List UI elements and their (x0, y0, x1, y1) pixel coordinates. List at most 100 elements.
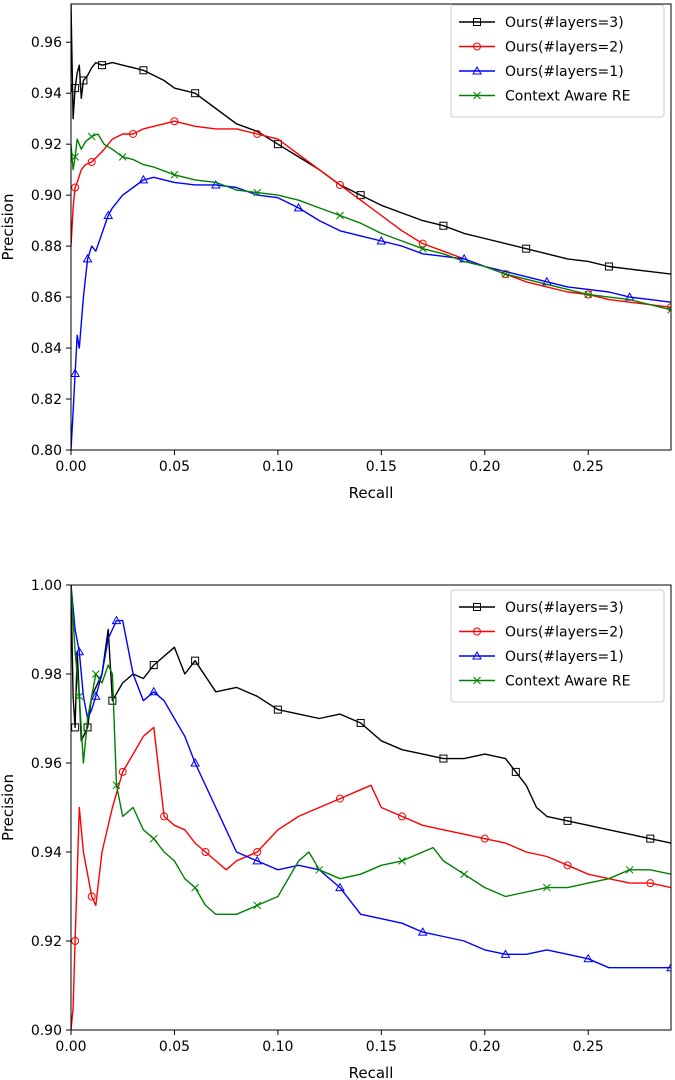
legend-marker (472, 650, 482, 660)
data-point (160, 812, 169, 821)
y-tick-label: 0.96 (31, 35, 62, 51)
x-tick-label: 0.10 (262, 459, 293, 475)
legend-label: Ours(#layers=3) (505, 15, 624, 31)
legend-label: Context Aware RE (505, 674, 630, 690)
data-point (71, 84, 80, 93)
chart-bottom: 0.00 0.05 0.10 0.15 0.20 0.25 0.90 0.92 0.94 0.96… (0, 578, 672, 1080)
x-tick-label: 0.00 (55, 1039, 86, 1055)
y-tick-label: 0.86 (31, 290, 62, 306)
x-tick-label: 0.20 (469, 459, 500, 475)
legend-marker (473, 18, 481, 26)
data-point (170, 170, 179, 179)
data-point (111, 615, 122, 625)
data-point (252, 855, 263, 865)
data-point (191, 89, 200, 98)
data-point (71, 183, 80, 192)
data-point (563, 816, 572, 825)
data-point (149, 834, 158, 843)
data-point (149, 661, 158, 670)
legend: Ours(#layers=3) Ours(#layers=2) Ours(#laye… (450, 4, 665, 118)
data-point (71, 723, 80, 732)
legend-label: Ours(#layers=3) (505, 600, 624, 616)
data-point (625, 865, 634, 874)
axes-frame (70, 3, 672, 451)
data-point (335, 794, 344, 803)
data-point (480, 834, 489, 843)
data-point (501, 270, 510, 279)
data-point (112, 781, 121, 790)
y-tick-label: 0.94 (31, 845, 62, 861)
data-point (418, 244, 427, 253)
series-line-2 (71, 176, 671, 450)
data-point (71, 153, 79, 161)
x-tick-label: 0.05 (159, 459, 190, 475)
y-tick-label: 1.00 (31, 578, 62, 594)
x-axis-label: Recall (349, 484, 394, 502)
chart-top: 0.00 0.05 0.10 0.15 0.20 0.25 0.80 0.82 0.84 0.86… (0, 3, 672, 502)
y-axis-label: Precision (0, 194, 17, 261)
data-point (71, 937, 80, 945)
x-tick-label: 0.00 (55, 459, 86, 475)
y-tick-label: 0.84 (31, 341, 62, 357)
data-point (118, 767, 127, 776)
data-point (190, 757, 200, 767)
data-point (129, 129, 138, 138)
data-point (439, 754, 448, 763)
series-line-1 (71, 726, 671, 1030)
legend-marker (473, 676, 481, 685)
data-point (253, 848, 262, 856)
y-tick-label: 0.88 (31, 239, 62, 255)
data-point (604, 262, 613, 271)
data-point (87, 892, 96, 901)
data-point (74, 646, 85, 656)
y-tick-label: 0.92 (31, 137, 62, 153)
data-point (253, 129, 262, 138)
data-point (253, 901, 262, 910)
x-tick-label: 0.15 (366, 459, 397, 475)
data-point (87, 132, 96, 141)
data-point (139, 66, 148, 75)
data-point (75, 692, 84, 701)
data-point (98, 61, 107, 70)
x-tick-label: 0.25 (573, 459, 604, 475)
legend-label: Context Aware RE (505, 89, 630, 105)
data-point (103, 210, 114, 220)
data-point (90, 691, 101, 700)
data-point (646, 879, 655, 888)
legend-box (450, 589, 665, 703)
y-tick-label: 0.82 (31, 392, 62, 408)
data-point (584, 290, 593, 299)
data-point (82, 253, 93, 263)
y-tick-label: 0.96 (31, 756, 62, 772)
x-tick-label: 0.15 (366, 1039, 397, 1055)
data-point (501, 270, 510, 279)
data-point (253, 188, 262, 197)
data-point (148, 686, 159, 696)
series-line-2 (71, 585, 671, 969)
legend-marker (472, 65, 482, 75)
x-tick-label: 0.25 (573, 1039, 604, 1055)
data-point (138, 174, 149, 184)
legend-marker (473, 91, 481, 100)
y-tick-label: 0.92 (31, 934, 62, 950)
plot-area (71, 585, 671, 1030)
data-point (118, 153, 127, 161)
y-tick-label: 0.90 (31, 188, 62, 204)
data-point (500, 949, 511, 958)
x-tick-label: 0.05 (159, 1039, 190, 1055)
legend: Ours(#layers=3) Ours(#layers=2) Ours(#laye… (450, 589, 665, 703)
legend-label: Ours(#layers=1) (505, 64, 624, 80)
data-point (79, 76, 88, 85)
plot-area (71, 4, 671, 450)
legend-marker (473, 42, 481, 51)
legend-label: Ours(#layers=2) (505, 625, 624, 641)
data-point (666, 962, 671, 972)
data-point (71, 368, 80, 378)
data-point (376, 236, 387, 245)
series-line-3 (71, 133, 671, 311)
x-tick-label: 0.20 (469, 1039, 500, 1055)
legend-marker (473, 603, 481, 611)
data-point (293, 202, 304, 212)
y-tick-label: 0.94 (31, 86, 62, 102)
data-point (191, 656, 200, 665)
